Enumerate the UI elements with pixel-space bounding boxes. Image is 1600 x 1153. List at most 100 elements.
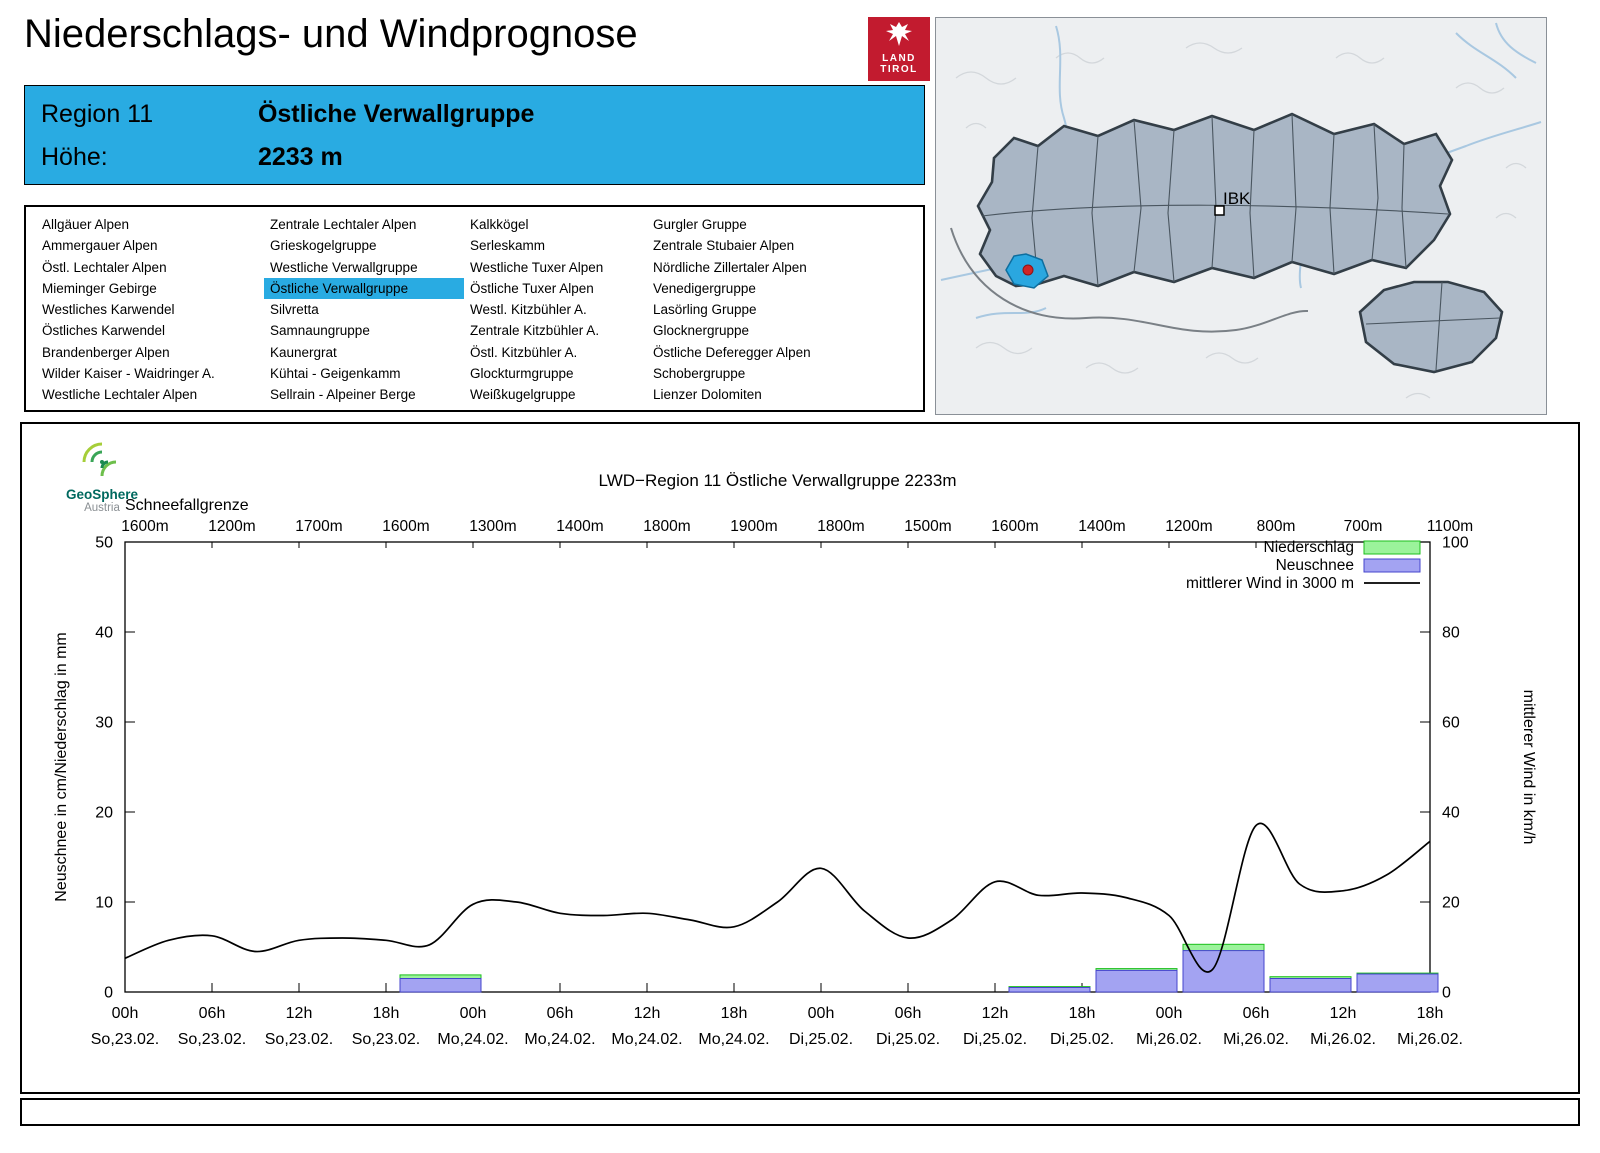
region-list-column: Zentrale Lechtaler Alpen Grieskogelgruppe… bbox=[264, 214, 464, 410]
tirol-map-svg: IBK bbox=[936, 18, 1546, 414]
x-date-label: So,23.02. bbox=[265, 1031, 334, 1048]
x-date-label: Mo,24.02. bbox=[437, 1031, 508, 1048]
y-right-tick-label: 20 bbox=[1442, 895, 1460, 912]
x-time-label: 00h bbox=[808, 1005, 835, 1022]
snowline-value: 1300m bbox=[469, 518, 516, 535]
region-list-item[interactable]: Östl. Lechtaler Alpen bbox=[42, 259, 167, 275]
chart-title: LWD−Region 11 Östliche Verwallgruppe 223… bbox=[599, 471, 957, 490]
ibk-label: IBK bbox=[1223, 189, 1251, 208]
y-right-tick-label: 100 bbox=[1442, 535, 1469, 552]
y-left-tick-label: 40 bbox=[95, 625, 113, 642]
region-list-item[interactable]: Östliche Deferegger Alpen bbox=[653, 344, 811, 360]
x-date-label: Mi,26.02. bbox=[1310, 1031, 1376, 1048]
y-right-tick-label: 40 bbox=[1442, 805, 1460, 822]
altitude-label: Höhe: bbox=[41, 143, 108, 171]
neuschnee-bar bbox=[1356, 973, 1439, 993]
forecast-chart: LWD−Region 11 Östliche Verwallgruppe 223… bbox=[53, 471, 1537, 1048]
snowline-value: 800m bbox=[1257, 518, 1296, 535]
x-time-label: 12h bbox=[286, 1005, 313, 1022]
snowline-label: Schneefallgrenze bbox=[125, 497, 249, 514]
geosphere-logo: GeoSphere Austria bbox=[44, 440, 160, 514]
wind-line bbox=[124, 822, 1431, 973]
x-date-label: So,23.02. bbox=[352, 1031, 421, 1048]
land-tirol-logo: LAND TIROL bbox=[868, 17, 930, 81]
neuschnee-bar bbox=[399, 978, 482, 993]
y-left-tick-label: 50 bbox=[95, 535, 113, 552]
region-list-item[interactable]: Serleskamm bbox=[470, 238, 546, 254]
region-list-item[interactable]: Westl. Kitzbühler A. bbox=[470, 302, 587, 318]
region-list: Allgäuer Alpen Ammergauer Alpen Östl. Lech… bbox=[24, 205, 925, 412]
region-list-item[interactable]: Sellrain - Alpeiner Berge bbox=[270, 387, 416, 403]
x-time-label: 06h bbox=[895, 1005, 922, 1022]
region-list-item[interactable]: Kühtai - Geigenkamm bbox=[270, 366, 401, 382]
region-list-item[interactable]: Östliche Tuxer Alpen bbox=[470, 280, 594, 296]
footer-strip bbox=[20, 1098, 1580, 1126]
region-list-item[interactable]: Gurgler Gruppe bbox=[653, 217, 747, 232]
y-left-tick-label: 20 bbox=[95, 805, 113, 822]
y-right-tick-label: 80 bbox=[1442, 625, 1460, 642]
snowline-value: 1600m bbox=[121, 518, 168, 535]
region-list-item[interactable]: Zentrale Lechtaler Alpen bbox=[270, 217, 417, 232]
region-list-item[interactable]: Lasörling Gruppe bbox=[653, 302, 757, 318]
region-list-item[interactable]: Westliche Lechtaler Alpen bbox=[42, 387, 198, 403]
snowline-value: 1700m bbox=[295, 518, 342, 535]
region-list-item[interactable]: Zentrale Stubaier Alpen bbox=[653, 238, 795, 254]
x-time-label: 00h bbox=[1156, 1005, 1183, 1022]
x-date-label: Mi,26.02. bbox=[1223, 1031, 1289, 1048]
region-info-box: Region 11 Östliche Verwallgruppe Höhe: 2… bbox=[24, 85, 925, 185]
snowline-value: 1200m bbox=[1165, 518, 1212, 535]
snowline-value: 1900m bbox=[730, 518, 777, 535]
region-list-item[interactable]: Östliches Karwendel bbox=[42, 323, 166, 339]
legend-swatch bbox=[1363, 558, 1421, 573]
region-list-item[interactable]: Zentrale Kitzbühler A. bbox=[470, 323, 600, 339]
snowline-value: 1600m bbox=[991, 518, 1038, 535]
region-list-item[interactable]: Östliche Verwallgruppe bbox=[264, 277, 464, 300]
region-list-item[interactable]: Allgäuer Alpen bbox=[42, 217, 130, 232]
x-time-label: 00h bbox=[460, 1005, 487, 1022]
region-list-item[interactable]: Ammergauer Alpen bbox=[42, 238, 158, 254]
y-left-tick-label: 30 bbox=[95, 715, 113, 732]
x-date-label: Di,25.02. bbox=[963, 1031, 1027, 1048]
region-list-item[interactable]: Kalkkögel bbox=[470, 217, 529, 232]
altitude-row: Höhe: 2233 m bbox=[41, 143, 343, 172]
tirol-map: IBK bbox=[935, 17, 1547, 415]
region-list-item[interactable]: Westliches Karwendel bbox=[42, 302, 175, 318]
logo-text-land: LAND bbox=[882, 53, 916, 64]
region-list-item[interactable]: Mieminger Gebirge bbox=[42, 280, 157, 296]
region-list-item[interactable]: Östl. Kitzbühler A. bbox=[470, 344, 578, 360]
region-list-column: Kalkkögel Serleskamm Westliche Tuxer Alpen… bbox=[464, 214, 647, 410]
snowline-value: 1400m bbox=[1078, 518, 1125, 535]
legend-label: mittlerer Wind in 3000 m bbox=[1186, 575, 1354, 592]
region-list-item[interactable]: Venedigergruppe bbox=[653, 280, 756, 296]
x-time-label: 18h bbox=[373, 1005, 400, 1022]
y-right-tick-label: 60 bbox=[1442, 715, 1460, 732]
x-date-label: So,23.02. bbox=[178, 1031, 247, 1048]
region-list-item[interactable]: Grieskogelgruppe bbox=[270, 238, 377, 254]
region-list-item[interactable]: Samnaungruppe bbox=[270, 323, 370, 339]
terrain-ridges bbox=[955, 42, 1527, 399]
region-list-item[interactable]: Westliche Verwallgruppe bbox=[270, 259, 418, 275]
x-date-label: Di,25.02. bbox=[876, 1031, 940, 1048]
x-time-label: 12h bbox=[1330, 1005, 1357, 1022]
region-list-item[interactable]: Schobergruppe bbox=[653, 366, 746, 382]
geosphere-country: Austria bbox=[84, 502, 120, 514]
legend-label: Niederschlag bbox=[1264, 539, 1354, 556]
region-list-item[interactable]: Weißkugelgruppe bbox=[470, 387, 576, 403]
region-list-item[interactable]: Silvretta bbox=[270, 302, 319, 318]
region-list-item[interactable]: Nördliche Zillertaler Alpen bbox=[653, 259, 807, 275]
station-location-dot bbox=[1022, 264, 1034, 276]
y-left-tick-label: 0 bbox=[104, 985, 113, 1002]
x-time-label: 06h bbox=[547, 1005, 574, 1022]
geosphere-name: GeoSphere bbox=[65, 487, 139, 502]
region-list-item[interactable]: Westliche Tuxer Alpen bbox=[470, 259, 604, 275]
plot-frame bbox=[124, 541, 1431, 993]
region-list-item[interactable]: Brandenberger Alpen bbox=[42, 344, 170, 360]
region-list-item[interactable]: Glocknergruppe bbox=[653, 323, 750, 339]
region-list-item[interactable]: Lienzer Dolomiten bbox=[653, 387, 762, 403]
snowline-value: 700m bbox=[1344, 518, 1383, 535]
region-list-item[interactable]: Glockturmgruppe bbox=[470, 366, 574, 382]
region-list-item[interactable]: Wilder Kaiser - Waidringer A. bbox=[42, 366, 215, 382]
region-list-item[interactable]: Kaunergrat bbox=[270, 344, 337, 360]
neuschnee-bar bbox=[1182, 950, 1265, 993]
